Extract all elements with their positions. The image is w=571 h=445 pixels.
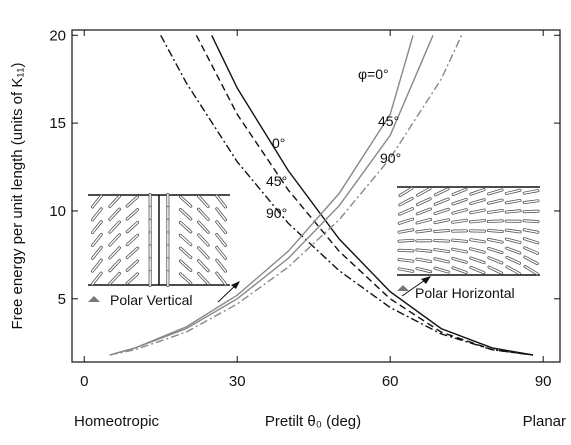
x-tick-label: 90	[535, 373, 552, 390]
x-end-label: Planar	[523, 413, 566, 430]
arrow-head	[421, 276, 431, 284]
y-axis-label: Free energy per unit length (units of K₁…	[9, 63, 26, 330]
x-tick-label: 60	[382, 373, 399, 390]
molecule	[488, 221, 502, 222]
molecule	[435, 240, 449, 241]
x-end-label: Homeotropic	[74, 413, 160, 430]
molecule	[524, 221, 538, 222]
inset-diagram	[88, 194, 230, 285]
marker	[88, 296, 100, 302]
annotation: Polar Horizontal	[415, 285, 515, 301]
molecule	[524, 211, 538, 212]
inset-diagram	[397, 187, 540, 275]
x-tick-label: 0	[80, 373, 88, 390]
molecule	[399, 240, 413, 241]
y-tick-label: 5	[58, 291, 66, 308]
molecule	[399, 250, 413, 251]
y-tick-label: 10	[49, 203, 66, 220]
y-tick-label: 15	[49, 115, 66, 132]
annotation: Polar Vertical	[110, 292, 192, 308]
y-tick-label: 20	[49, 27, 66, 44]
annotation: φ=0°	[358, 66, 389, 82]
marker	[397, 285, 409, 291]
x-axis-label: Pretilt θ₀ (deg)	[265, 413, 361, 430]
annotation: 90°	[380, 150, 401, 166]
x-tick-label: 30	[229, 373, 246, 390]
annotation: 90°	[266, 205, 287, 221]
annotation: 45°	[266, 173, 287, 189]
annotation: 45°	[378, 113, 399, 129]
annotation: 0°	[272, 135, 285, 151]
